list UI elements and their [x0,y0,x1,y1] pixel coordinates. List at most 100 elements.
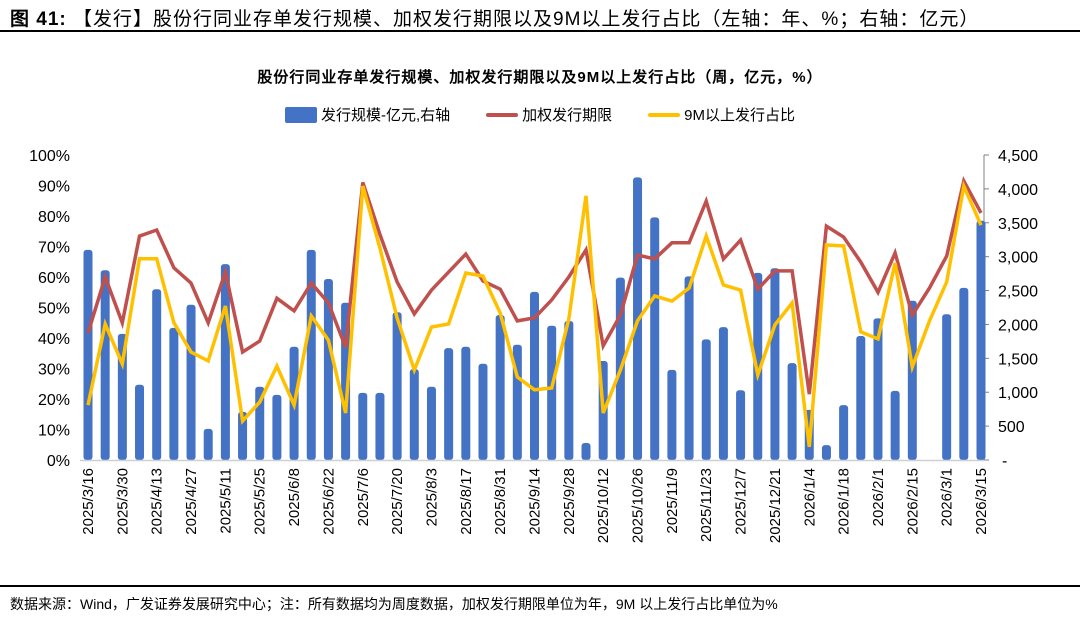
x-tick-label: 2025/4/27 [183,468,200,535]
bar [203,428,213,460]
x-tick-label: 2025/5/25 [252,468,269,535]
legend-swatch-yellow [648,112,681,117]
bar [323,279,333,460]
x-tick-label: 2025/6/8 [286,468,303,526]
bar [564,321,574,460]
right-tick-label: 2,000 [998,317,1038,334]
bar [495,314,505,460]
bar [856,335,866,460]
top-rule [0,30,1080,32]
bar [581,443,591,460]
right-tick-label: 3,500 [998,216,1038,233]
bar [890,390,900,460]
x-tick-label: 2025/7/6 [355,468,372,526]
x-tick-label: 2026/1/18 [836,468,853,535]
bar [684,276,694,460]
left-tick-label: 0% [47,453,70,470]
legend-swatch-red [486,112,519,117]
line-9m-share [86,180,983,448]
x-tick-label: 2025/3/16 [80,468,97,535]
legend-label-bars: 发行规模-亿元,右轴 [320,107,451,124]
figure-number: 图 41: [10,9,67,30]
line-series [86,175,983,448]
source-note: 数据来源：Wind，广发证券发展研究中心；注：所有数据均为周度数据，加权发行期限… [10,596,778,612]
bar [873,318,883,460]
bar [907,300,917,460]
x-tick-label: 2026/2/15 [904,468,921,535]
x-tick-label: 2025/12/7 [733,468,750,535]
legend-swatch-bars [284,106,317,123]
bar [117,333,127,460]
bar [650,217,660,460]
chart-title: 股份行同业存单发行规模、加权发行期限以及9M以上发行占比（周，亿元，%） [257,69,823,86]
bar [787,363,797,460]
left-tick-label: 70% [38,240,70,257]
line-weighted-term [86,175,983,395]
left-tick-label: 90% [38,179,70,196]
left-tick-label: 50% [38,301,70,318]
bar [186,304,196,460]
x-tick-label: 2025/9/28 [561,468,578,535]
x-tick-label: 2025/11/9 [664,468,681,534]
bar [306,249,316,460]
right-tick-label: 2,500 [998,284,1038,301]
x-tick-label: 2026/3/1 [939,468,956,526]
right-tick-label: 500 [998,419,1025,436]
bar [444,348,454,460]
legend-item-red: 加权发行期限 [486,104,612,125]
legend-label-red: 加权发行期限 [522,107,613,124]
x-tick-label: 2025/3/30 [114,468,131,535]
x-tick-label: 2025/4/13 [149,468,166,535]
bar [152,289,162,460]
x-tick-label: 2026/2/1 [870,468,887,526]
x-tick-label: 2026/3/15 [973,468,990,535]
x-tick-label: 2026/1/4 [801,468,818,526]
right-tick-label: 4,500 [998,148,1038,165]
bar [959,287,969,460]
x-tick-label: 2025/6/22 [320,468,337,535]
left-tick-label: 40% [38,331,70,348]
bar [718,327,728,460]
left-tick-label: 60% [38,270,70,287]
x-tick-label: 2025/7/20 [389,468,406,535]
bar [461,346,471,460]
bar [358,392,368,460]
left-tick-label: 100% [29,148,70,165]
legend-item-yellow: 9M以上发行占比 [648,104,795,125]
bar [426,386,436,460]
x-tick-label: 2025/10/12 [595,468,612,543]
figure-title-text: 【发行】股份行同业存单发行规模、加权发行期限以及9M以上发行占比（左轴：年、%；… [73,9,980,30]
figure-title: 图 41: 【发行】股份行同业存单发行规模、加权发行期限以及9M以上发行占比（左… [10,4,979,31]
bar [169,327,179,460]
legend-label-yellow: 9M以上发行占比 [684,107,796,124]
x-tick-label: 2025/12/21 [767,468,784,543]
bar [100,270,110,460]
left-tick-label: 20% [38,392,70,409]
right-axis: - 500 1,000 1,500 2,000 2,500 3,000 3,500 4,000 4… [983,148,1038,470]
bar [976,220,986,460]
left-tick-label: 80% [38,209,70,226]
bar [736,390,746,460]
bar [83,249,93,460]
bar [839,405,849,460]
bar [770,268,780,460]
bar [942,314,952,460]
x-tick-label: 2025/10/26 [630,468,647,543]
bottom-rule [0,585,1080,587]
x-tick-label: 2025/8/3 [423,468,440,526]
right-tick-label: 4,000 [998,182,1038,199]
bar [392,312,402,460]
x-tick-label: 2025/11/23 [698,468,715,542]
bar [667,369,677,460]
legend: 发行规模-亿元,右轴 加权发行期限 9M以上发行占比 [0,104,1080,125]
x-tick-label: 2025/9/14 [527,468,544,535]
x-tick-label: 2025/5/11 [217,468,234,534]
bar [272,394,282,460]
bar [547,325,557,460]
bar [478,363,488,460]
bar-series [83,177,986,460]
x-tick-label: 2025/8/31 [492,468,509,535]
left-tick-label: 10% [38,423,70,440]
bar [375,392,385,460]
right-tick-label: 1,500 [998,351,1038,368]
